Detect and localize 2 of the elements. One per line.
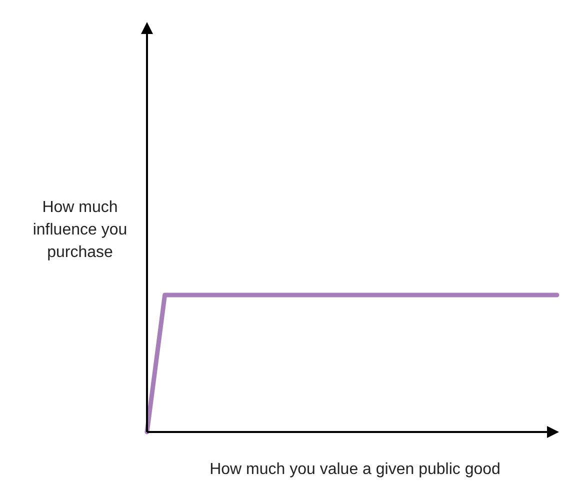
y-axis-title: How much influence you purchase <box>32 199 128 261</box>
x-axis-title: How much you value a given public good <box>210 461 500 478</box>
